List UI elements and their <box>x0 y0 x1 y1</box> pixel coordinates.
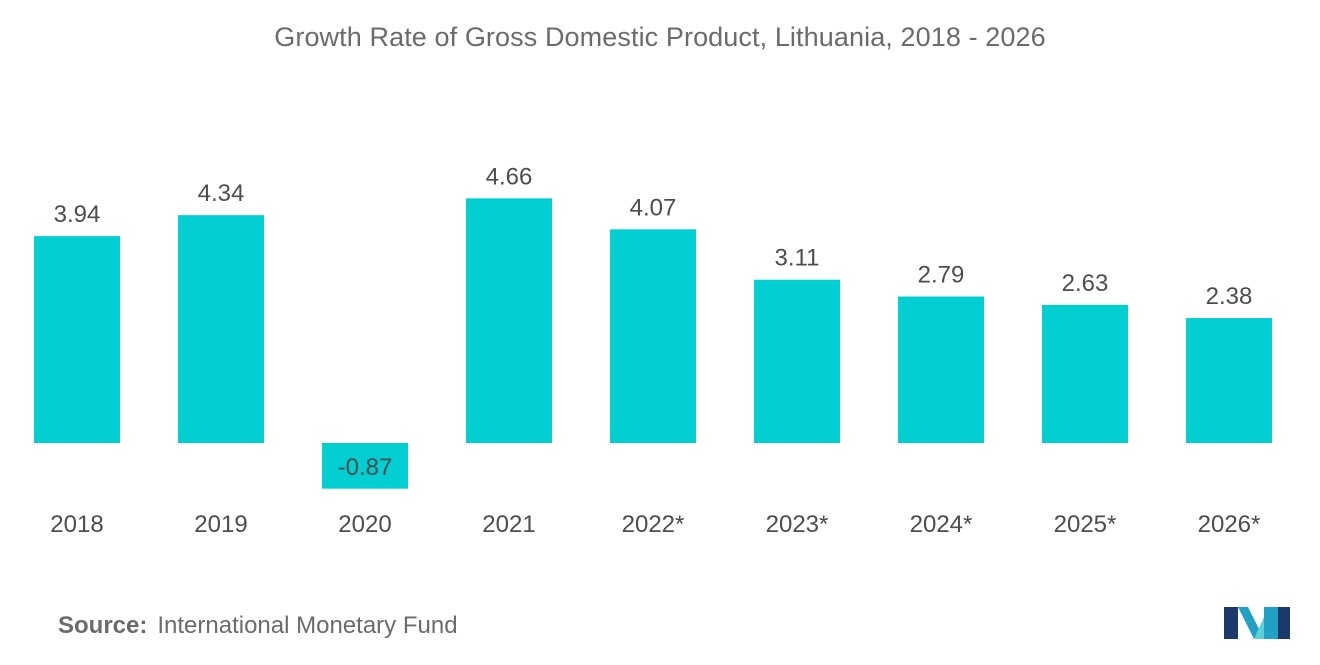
bar-2025-projected <box>1042 304 1128 443</box>
data-label-2026-projected: 2.38 <box>1206 283 1253 310</box>
source-note: Source: International Monetary Fund <box>58 612 458 640</box>
source-text: International Monetary Fund <box>157 612 458 639</box>
x-tick-label-2026-projected: 2026* <box>1198 511 1261 538</box>
x-tick-labels-group: 2018 2019 2020 2021 2022* 2023* 2024* 2025* 2026… <box>50 511 1260 538</box>
data-labels-group: 3.94 4.34 -0.87 4.66 4.07 3.11 2.79 2.63 2.38 <box>54 163 1253 480</box>
bar-2026-projected <box>1186 318 1272 443</box>
bar-2019 <box>178 215 264 443</box>
data-label-2025-projected: 2.63 <box>1062 270 1109 297</box>
data-label-2024-projected: 2.79 <box>918 262 965 289</box>
x-tick-label-2022-projected: 2022* <box>622 511 685 538</box>
source-label: Source: <box>58 612 148 639</box>
bar-2024-projected <box>898 296 984 443</box>
bar-2018 <box>34 236 120 443</box>
bar-2023-projected <box>754 279 840 443</box>
mordor-intelligence-logo-icon <box>1224 607 1290 639</box>
bar-2021 <box>466 198 552 443</box>
data-label-2023-projected: 3.11 <box>775 245 820 272</box>
bar-2022-projected <box>610 229 696 443</box>
data-label-2020: -0.87 <box>338 454 393 481</box>
x-tick-label-2020: 2020 <box>338 511 391 538</box>
x-tick-label-2024-projected: 2024* <box>910 511 973 538</box>
x-tick-label-2019: 2019 <box>194 511 247 538</box>
bar-2020 <box>322 443 408 489</box>
data-label-2018: 3.94 <box>54 201 101 228</box>
bar-chart: 3.94 4.34 -0.87 4.66 4.07 3.11 2.79 2.63 2.38 20… <box>34 163 1272 538</box>
x-tick-label-2023-projected: 2023* <box>766 511 829 538</box>
bars-group <box>34 198 1272 489</box>
data-label-2021: 4.66 <box>486 163 533 190</box>
data-label-2019: 4.34 <box>198 180 245 207</box>
x-tick-label-2018: 2018 <box>50 511 103 538</box>
data-label-2022-projected: 4.07 <box>630 194 677 221</box>
x-tick-label-2025-projected: 2025* <box>1054 511 1117 538</box>
x-tick-label-2021: 2021 <box>482 511 535 538</box>
chart-title: Growth Rate of Gross Domestic Product, L… <box>274 22 1046 52</box>
